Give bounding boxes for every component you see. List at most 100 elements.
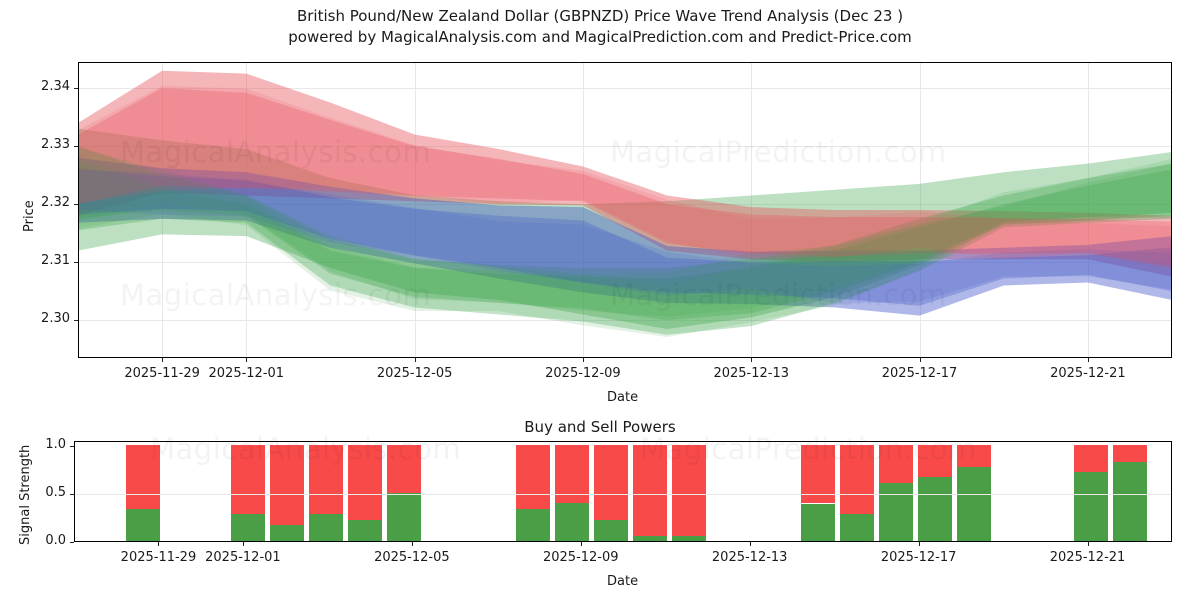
signal-bar[interactable]: [309, 444, 343, 541]
price-gridline: [79, 204, 1171, 206]
signal-bar[interactable]: [672, 444, 706, 541]
signal-bar[interactable]: [801, 444, 835, 541]
price-gridline: [79, 146, 1171, 148]
price-x-tick: [414, 358, 416, 362]
sell-power-segment: [348, 444, 382, 520]
price-x-tick-label: 2025-12-21: [1050, 366, 1126, 381]
buy-power-segment: [633, 536, 667, 541]
signal-x-tick-label: 2025-12-21: [1049, 550, 1126, 565]
price-vgridline: [162, 63, 164, 357]
price-y-tick-label: 2.30: [41, 311, 70, 327]
buy-power-segment: [1074, 471, 1108, 541]
signal-y-tick-label: 0.0: [45, 533, 66, 548]
buy-sell-powers-plot-area: [74, 441, 1172, 542]
signal-y-tick-label: 0.5: [45, 484, 66, 500]
signal-x-tick-label: 2025-12-01: [205, 550, 281, 565]
signal-x-tick-label: 2025-12-13: [711, 550, 788, 565]
signal-bar[interactable]: [594, 444, 628, 541]
price-y-axis-title: Price: [22, 200, 37, 232]
sell-power-segment: [672, 444, 706, 537]
buy-power-segment: [840, 514, 874, 541]
buy-power-segment: [231, 514, 265, 541]
price-vgridline: [582, 63, 584, 357]
signal-x-tick: [580, 542, 582, 546]
signal-bar[interactable]: [555, 444, 589, 541]
buy-power-segment: [801, 503, 835, 541]
price-x-tick-label: 2025-12-05: [376, 366, 453, 381]
signal-bar[interactable]: [840, 444, 874, 541]
signal-x-tick-label: 2025-11-29: [120, 550, 197, 565]
sell-power-segment: [840, 444, 874, 515]
price-x-tick: [1087, 358, 1089, 362]
signal-bar[interactable]: [879, 444, 913, 541]
price-y-tick-label: 2.32: [41, 195, 70, 211]
buy-power-segment: [516, 509, 550, 541]
price-y-tick: [74, 204, 78, 206]
signal-x-tick-label: 2025-12-09: [542, 550, 619, 565]
signal-x-tick-label: 2025-12-05: [374, 550, 450, 565]
signal-bar[interactable]: [126, 444, 160, 541]
price-y-tick: [74, 320, 78, 322]
buy-power-segment: [555, 502, 589, 541]
buy-power-segment: [672, 536, 706, 541]
price-x-axis-title: Date: [607, 390, 639, 405]
signal-y-tick: [70, 493, 74, 495]
signal-bar[interactable]: [633, 444, 667, 541]
buy-power-segment: [957, 466, 991, 541]
sell-power-segment: [516, 444, 550, 510]
price-y-tick-label: 2.34: [41, 79, 70, 95]
signal-y-tick: [70, 542, 74, 543]
signal-chart-title: Buy and Sell Powers: [524, 418, 676, 436]
price-gridline: [79, 262, 1171, 264]
price-x-tick-label: 2025-12-17: [881, 366, 958, 381]
price-vgridline: [414, 63, 416, 357]
signal-bar[interactable]: [348, 444, 382, 541]
sell-power-segment: [957, 444, 991, 467]
signal-x-tick-label: 2025-12-17: [880, 550, 957, 565]
price-vgridline: [919, 63, 921, 357]
price-gridline: [79, 88, 1171, 90]
price-y-tick-label: 2.33: [41, 137, 70, 153]
signal-x-tick: [749, 542, 751, 546]
sell-power-segment: [879, 444, 913, 484]
signal-bar[interactable]: [231, 444, 265, 541]
price-x-tick-label: 2025-12-01: [208, 366, 285, 381]
signal-bar[interactable]: [1113, 444, 1147, 541]
signal-y-tick: [70, 445, 74, 447]
buy-power-segment: [387, 492, 421, 541]
price-x-tick-label: 2025-12-09: [545, 366, 621, 381]
price-x-tick: [751, 358, 753, 362]
title-line-1: British Pound/New Zealand Dollar (GBPNZD…: [296, 7, 904, 25]
signal-bar[interactable]: [957, 444, 991, 541]
price-y-tick: [74, 262, 78, 264]
signal-bar[interactable]: [918, 444, 952, 541]
signal-bar[interactable]: [270, 444, 304, 541]
price-x-tick: [582, 358, 584, 362]
buy-power-segment: [270, 524, 304, 541]
price-wave-chart-plot-area: [78, 62, 1172, 358]
buy-power-segment: [126, 509, 160, 541]
sell-power-segment: [633, 444, 667, 537]
signal-bar[interactable]: [1074, 444, 1108, 541]
price-gridline: [79, 320, 1171, 322]
buy-power-segment: [594, 519, 628, 541]
price-vgridline: [246, 63, 248, 357]
signal-gridline: [75, 493, 1171, 495]
title-line-2: powered by MagicalAnalysis.com and Magic…: [288, 28, 912, 46]
price-x-tick: [246, 358, 248, 362]
sell-power-segment: [387, 444, 421, 493]
signal-bar[interactable]: [516, 444, 550, 541]
price-vgridline: [751, 63, 753, 357]
buy-power-segment: [348, 519, 382, 541]
price-x-tick: [919, 358, 921, 362]
signal-x-tick: [242, 542, 244, 546]
sell-power-segment: [1113, 444, 1147, 463]
sell-power-segment: [1074, 444, 1108, 472]
buy-power-segment: [918, 476, 952, 541]
sell-power-segment: [309, 444, 343, 515]
signal-x-axis-title: Date: [607, 574, 639, 589]
signal-bar[interactable]: [387, 444, 421, 541]
price-y-tick: [74, 146, 78, 148]
price-x-tick-label: 2025-12-13: [713, 366, 789, 381]
